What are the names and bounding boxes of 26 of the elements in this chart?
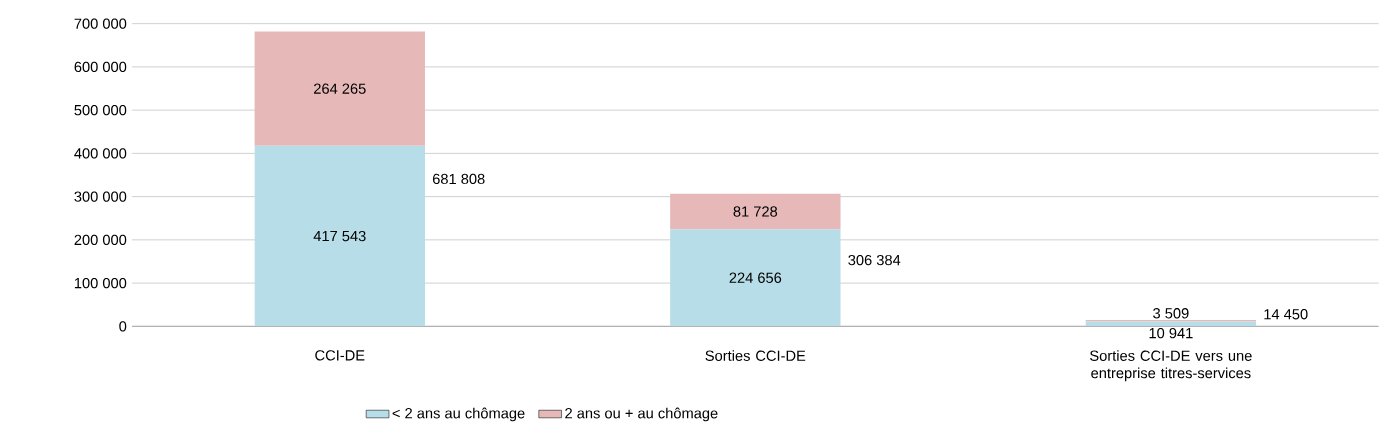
data-label: 224 656	[729, 272, 782, 283]
data-label: 81 728	[733, 206, 778, 217]
legend-label: < 2 ans au chômage	[392, 407, 525, 422]
x-tick-label: Sorties CCI-DE	[705, 350, 806, 361]
data-label: 417 543	[313, 230, 366, 242]
bar	[670, 229, 841, 327]
y-tick-label: 600 000	[74, 61, 127, 73]
x-tick-label: CCI-DE	[315, 350, 365, 361]
data-label: 3 509	[1153, 308, 1189, 319]
data-label: 264 265	[314, 83, 366, 94]
total-label: 306 384	[848, 254, 901, 266]
legend-label: 2 ans ou + au chômage	[565, 407, 718, 422]
y-tick-label: 700 000	[74, 18, 127, 29]
bar	[254, 145, 425, 327]
total-label: 14 450	[1264, 309, 1308, 320]
y-tick-label: 0	[119, 321, 127, 332]
total-label: 681 808	[432, 173, 485, 185]
x-tick-label: Sorties CCI-DE vers une entreprise titres-services	[1090, 350, 1252, 382]
y-tick-label: 100 000	[74, 277, 127, 289]
y-tick-label: 400 000	[74, 148, 127, 159]
y-tick-label: 300 000	[74, 191, 127, 202]
bar	[254, 31, 425, 146]
data-label: 10 941	[1149, 327, 1193, 339]
y-tick-label: 500 000	[74, 104, 127, 116]
bar	[670, 193, 841, 230]
y-tick-label: 200 000	[74, 234, 127, 246]
